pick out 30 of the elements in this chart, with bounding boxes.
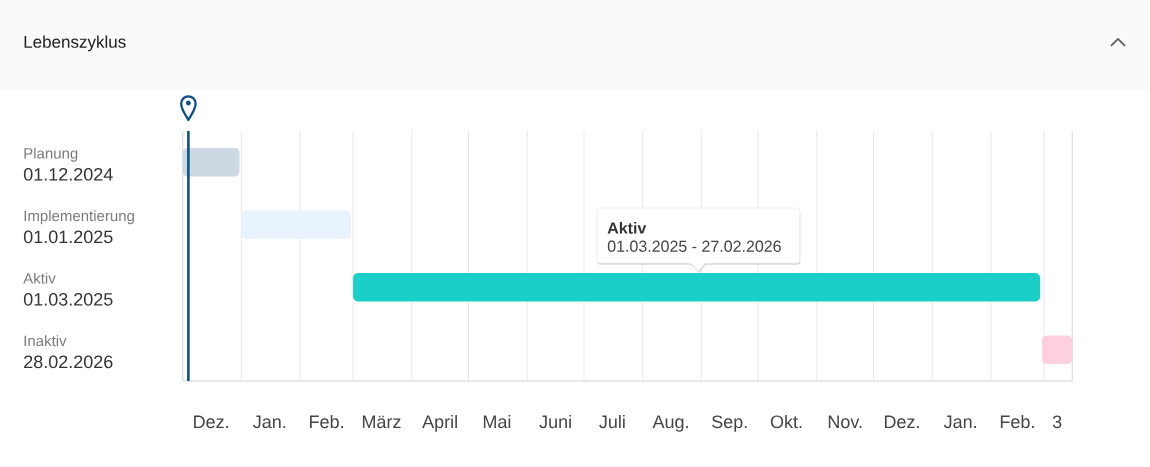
x-tick-label: April (422, 414, 457, 432)
x-tick-label: Mai (483, 414, 511, 429)
y-tick-label: Inaktiv (24, 335, 67, 347)
x-tick-label: Nov. (828, 415, 862, 429)
x-tick-label: 3 (1052, 415, 1062, 429)
x-tick-label: Jan. (253, 415, 286, 429)
x-tick-label: Feb. (1000, 414, 1034, 429)
y-tick-label: Planung (24, 147, 78, 162)
y-tick-label: Implementierung (24, 210, 134, 225)
x-tick-label: Jan. (943, 415, 976, 429)
bar (353, 273, 1041, 302)
annotation: Aktiv (607, 221, 647, 234)
text: 01.12.2024 (23, 167, 113, 181)
text: 28.02.2026 (24, 355, 113, 369)
x-tick-label: Okt. (770, 414, 802, 429)
bar (1042, 335, 1073, 364)
x-tick-label: Aug. (652, 415, 688, 432)
x-tick-label: März (362, 415, 401, 429)
x-tick-label: Dez. (884, 415, 919, 429)
text: 01.01.2025 (23, 230, 113, 244)
x-tick-label: Juli (599, 414, 625, 429)
bar (182, 148, 240, 177)
x-tick-label: Dez. (194, 415, 228, 429)
annotation: 01.03.2025 - 27.02.2026 (607, 240, 781, 252)
text: 01.03.2025 (23, 292, 113, 306)
y-tick-label: Aktiv (23, 272, 56, 284)
x-tick-label: Sep. (712, 415, 747, 432)
chart-title: Lebenszyklus (24, 35, 126, 52)
x-tick-label: Juni (539, 414, 571, 429)
x-tick-label: Feb. (310, 414, 343, 429)
